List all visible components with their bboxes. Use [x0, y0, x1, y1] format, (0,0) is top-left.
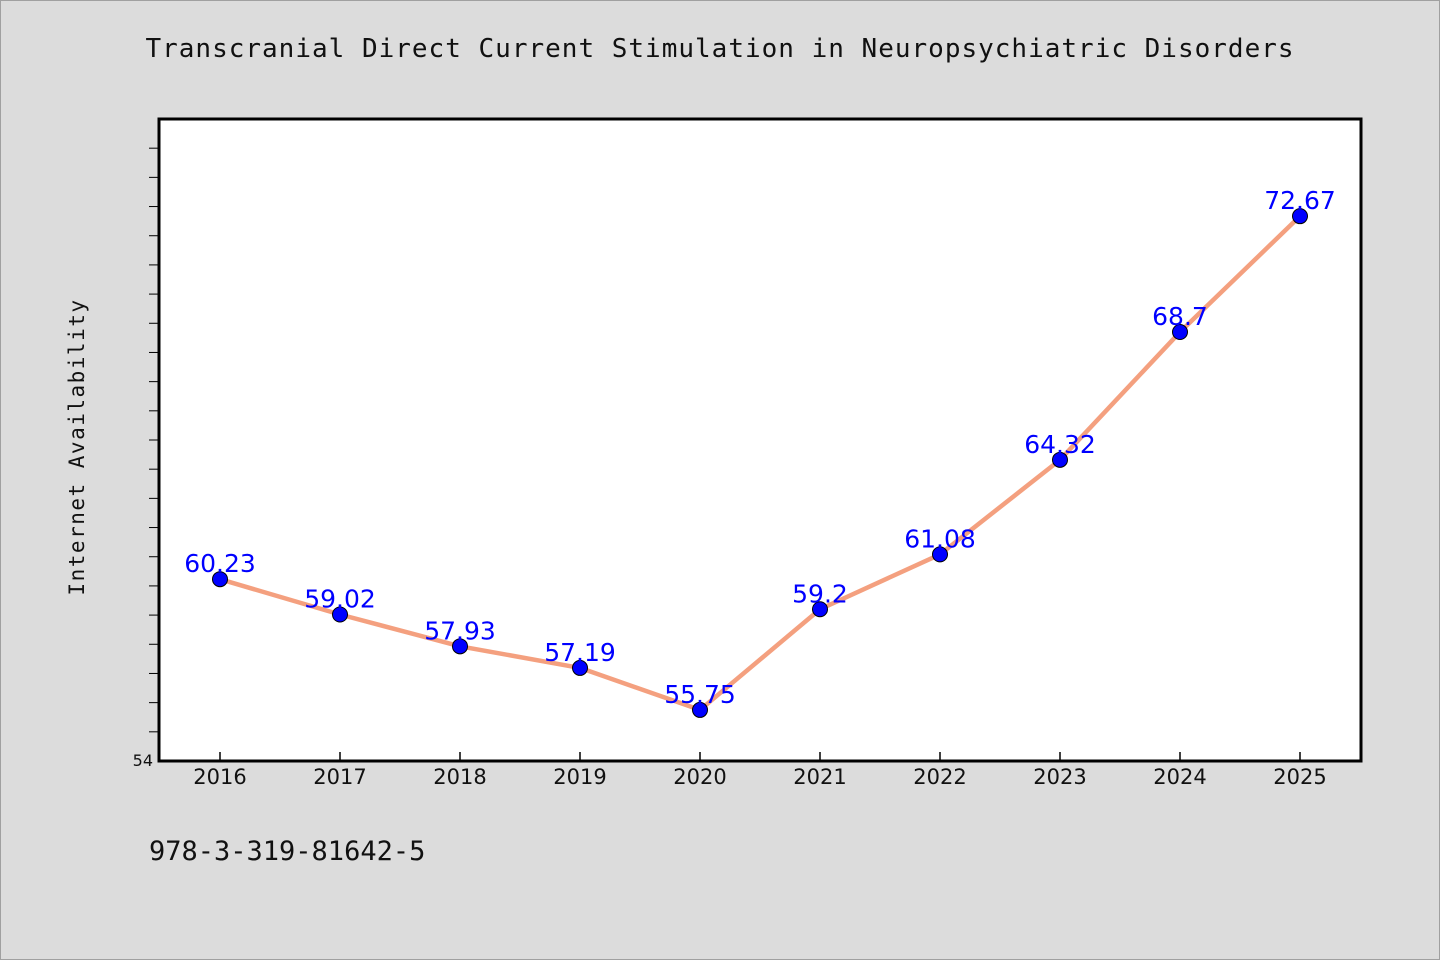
- data-point: [1292, 208, 1308, 225]
- data-label: 59.02: [304, 585, 376, 614]
- data-label: 72.67: [1264, 186, 1336, 215]
- y-tick-label: 54: [133, 751, 153, 770]
- x-tick-label: 2018: [433, 765, 486, 789]
- chart-title: Transcranial Direct Current Stimulation …: [145, 34, 1295, 64]
- x-tick-label: 2025: [1273, 765, 1326, 789]
- y-axis-ticks: 54: [133, 147, 159, 770]
- data-markers: [212, 208, 1308, 718]
- data-point: [812, 601, 828, 618]
- data-label: 55.75: [664, 680, 736, 709]
- data-label: 57.19: [544, 638, 616, 667]
- data-point: [452, 638, 468, 655]
- x-tick-label: 2020: [673, 765, 726, 789]
- x-tick-label: 2024: [1153, 765, 1206, 789]
- x-tick-label: 2021: [793, 765, 846, 789]
- data-point: [332, 606, 348, 623]
- data-label: 61.08: [904, 524, 976, 553]
- data-point: [1052, 451, 1068, 468]
- data-label: 60.23: [184, 549, 256, 578]
- x-tick-label: 2022: [913, 765, 966, 789]
- x-tick-label: 2023: [1033, 765, 1086, 789]
- data-point: [1172, 324, 1188, 341]
- series-line-group: [217, 213, 1303, 713]
- x-tick-label: 2019: [553, 765, 606, 789]
- data-point: [692, 701, 708, 718]
- x-tick-label: 2016: [193, 765, 246, 789]
- data-label: 68.7: [1152, 302, 1208, 331]
- series-line: [217, 213, 1303, 713]
- x-axis-ticks: 2016 2017 2018 2019 2020 2021 2022 2023 2024 2025: [193, 752, 1327, 789]
- footer-identifier: 978-3-319-81642-5: [149, 836, 426, 867]
- data-point: [212, 571, 228, 588]
- data-label: 57.93: [424, 616, 496, 645]
- data-point: [572, 659, 588, 676]
- data-label: 59.2: [792, 579, 848, 608]
- x-tick-label: 2017: [313, 765, 366, 789]
- plot-area: [157, 117, 1363, 763]
- data-labels: 60.23 59.02 57.93 57.19 55.75 59.2 61.08 64.32 6…: [184, 186, 1336, 709]
- data-point: [932, 546, 948, 563]
- data-label: 64.32: [1024, 430, 1096, 459]
